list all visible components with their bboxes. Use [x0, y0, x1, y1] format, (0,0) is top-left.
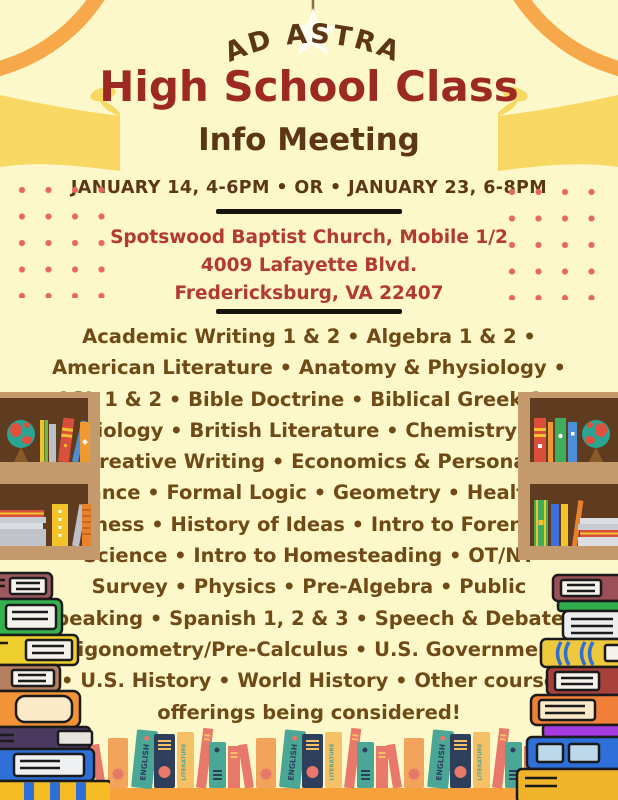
shelf-bar: [0, 788, 618, 800]
course-line: Biology • British Literature • Chemistry…: [81, 418, 537, 442]
course-line: Science • Intro to Homesteading • OT/NT: [83, 544, 535, 568]
stacked-book: [0, 663, 62, 693]
stacked-book: [0, 747, 96, 783]
course-line: ASL 1 & 2 • Bible Doctrine • Biblical Gr…: [56, 387, 562, 411]
stacked-book: [551, 573, 618, 603]
bottom-books-row-illustration: ENGLISH LITERATURE: [0, 727, 618, 800]
date-line: JANUARY 14, 4-6PM • OR • JANUARY 23, 6-8…: [70, 178, 548, 198]
venue-block: Spotswood Baptist Church, Mobile 1/2 400…: [0, 224, 618, 308]
divider-bottom: [216, 309, 402, 314]
globe-icon: [582, 420, 610, 462]
stacked-book: [539, 637, 618, 669]
venue-name: Spotswood Baptist Church, Mobile 1/2: [110, 227, 508, 248]
course-line: Fitness • History of Ideas • Intro to Fo…: [64, 512, 554, 536]
star-icon: [288, 8, 338, 55]
top-decorations: AD ASTRA: [0, 0, 618, 171]
bookshelf-left-illustration: [0, 392, 100, 560]
stacked-book: [0, 779, 110, 800]
divider-top: [216, 209, 402, 214]
page-title: High School Class: [99, 62, 519, 111]
course-line: American Literature • Anatomy & Physiolo…: [52, 356, 566, 380]
stacked-book: [556, 599, 618, 613]
bookshelf-right-illustration: [518, 392, 618, 560]
page-subtitle: Info Meeting: [198, 122, 420, 158]
book-stack-left-illustration: [0, 571, 110, 800]
course-line: • U.S. History • World History • Other c…: [60, 669, 558, 693]
stacked-book: [0, 597, 64, 637]
shelf-books-top: [534, 418, 577, 462]
shelf-books-bottom: [0, 504, 91, 547]
stacked-book: [0, 571, 54, 601]
shelf-books-bottom: [534, 500, 618, 547]
course-line: Finance • Formal Logic • Geometry • Heal…: [54, 481, 564, 505]
stacked-book: [545, 665, 618, 697]
stacked-book: [0, 689, 82, 729]
course-line: offerings being considered!: [157, 700, 461, 724]
course-line: Academic Writing 1 & 2 • Algebra 1 & 2 •: [82, 325, 536, 348]
stacked-book: [541, 723, 618, 739]
stacked-book: [525, 735, 618, 771]
venue-city: Fredericksburg, VA 22407: [174, 283, 444, 304]
course-line: Trigonometry/Pre-Calculus • U.S. Governm…: [56, 637, 562, 661]
stacked-book: [529, 693, 618, 727]
shelf-books-top: [40, 417, 90, 463]
ribbon-right-decoration: [498, 86, 618, 171]
stacked-book: [0, 633, 80, 667]
dot-grid-right-decoration: [508, 188, 600, 300]
book-stack-right-illustration: [515, 573, 618, 800]
ribbon-left-decoration: [0, 86, 120, 171]
venue-street: 4009 Lafayette Blvd.: [200, 255, 418, 276]
dot-grid-left-decoration: [18, 186, 110, 298]
course-list: Academic Writing 1 & 2 • Algebra 1 & 2 •…: [0, 321, 618, 728]
stacked-book: [561, 609, 618, 641]
course-line: Speaking • Spanish 1, 2 & 3 • Speech & D…: [41, 606, 577, 630]
stacked-book: [515, 767, 618, 800]
stacked-book: [0, 725, 94, 751]
course-line: Survey • Physics • Pre-Algebra • Public: [91, 575, 527, 599]
course-line: Creative Writing • Economics & Personal: [84, 450, 534, 474]
globe-icon: [7, 420, 35, 462]
